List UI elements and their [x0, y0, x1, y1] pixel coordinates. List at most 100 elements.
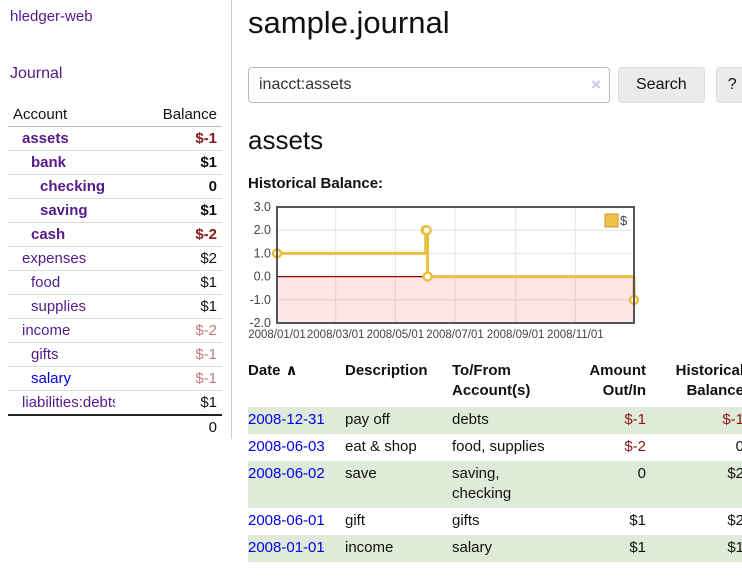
sidebar-account-row: supplies $1	[8, 294, 222, 319]
sidebar-account-link[interactable]: cash	[31, 226, 66, 243]
account-balance: $-2	[115, 318, 222, 343]
transaction-date-link[interactable]: 2008-06-01	[248, 511, 325, 529]
register-row[interactable]: 2008-06-02 save saving, checking 0 $2	[248, 460, 742, 508]
account-name-cell: income	[8, 318, 115, 343]
transaction-balance: $2	[727, 464, 742, 482]
transaction-description: save	[345, 464, 377, 482]
sort-ascending-icon[interactable]: ∧	[285, 361, 298, 379]
transaction-date-link[interactable]: 2008-01-01	[248, 538, 325, 556]
register-row[interactable]: 2008-12-31 pay off debts $-1 $-1	[248, 406, 742, 434]
account-balance: $-1	[115, 342, 222, 367]
account-name-cell: assets	[8, 126, 115, 151]
sidebar-account-row: gifts $-1	[8, 342, 222, 367]
sidebar-account-link[interactable]: salary	[31, 370, 72, 387]
x-axis-tick-label: 2008/05/01	[367, 329, 425, 341]
register-row[interactable]: 2008-06-01 gift gifts $1 $2	[248, 508, 742, 535]
transaction-amount: $-1	[624, 410, 646, 428]
sidebar-account-row: bank $1	[8, 150, 222, 175]
account-balance: 0	[115, 174, 222, 199]
register-row[interactable]: 2008-06-03 eat & shop food, supplies $-2 0	[248, 434, 742, 461]
register-row[interactable]: 2008-01-01 income salary $1 $1	[248, 534, 742, 562]
sidebar-account-row: checking 0	[8, 174, 222, 199]
account-balance: $2	[115, 246, 222, 271]
app-title-link[interactable]: hledger-web	[10, 8, 93, 25]
sidebar-account-row: expenses $2	[8, 246, 222, 271]
sidebar-account-link[interactable]: income	[22, 322, 71, 339]
transaction-date-link[interactable]: 2008-06-03	[248, 437, 325, 455]
sidebar-account-row: salary $-1	[8, 366, 222, 391]
transaction-balance: $1	[727, 538, 742, 556]
transaction-date-link[interactable]: 2008-12-31	[248, 410, 325, 428]
sidebar-account-link[interactable]: liabilities:debts	[22, 394, 115, 411]
sidebar-account-link[interactable]: supplies	[31, 298, 87, 315]
sidebar-account-link[interactable]: expenses	[22, 250, 87, 267]
transaction-description: gift	[345, 511, 366, 529]
search-form: × Search ?	[248, 66, 742, 103]
register-table: Date ∧ Description To/From Account(s) Amount…	[248, 359, 742, 562]
legend-label: $	[620, 213, 628, 228]
transaction-amount: $-2	[624, 437, 646, 455]
search-input-wrap: ×	[248, 66, 610, 103]
register-header-amount: Amount Out/In	[589, 361, 646, 399]
transaction-description: eat & shop	[345, 437, 417, 455]
account-name-cell: saving	[8, 198, 115, 223]
account-balance: $-1	[115, 126, 222, 151]
sidebar-account-rows: assets $-1 bank $1 checking 0 saving $1 cash $-2 e…	[8, 126, 222, 416]
sidebar-account-link[interactable]: food	[31, 274, 61, 291]
transaction-accounts: salary	[452, 538, 493, 556]
accounts-total-row: 0	[8, 414, 222, 439]
register-header-row: Date ∧ Description To/From Account(s) Amount…	[248, 359, 742, 407]
sidebar-account-row: income $-2	[8, 318, 222, 343]
x-axis-tick-label: 2008/11/01	[547, 329, 604, 341]
y-axis-tick-label: -2.0	[249, 316, 271, 330]
transaction-balance: 0	[735, 437, 742, 455]
search-input[interactable]	[248, 66, 610, 103]
x-axis-tick-label: 2008/03/01	[307, 329, 365, 341]
account-balance: $1	[115, 198, 222, 223]
y-axis-tick-label: 2.0	[254, 223, 271, 237]
account-name-cell: checking	[8, 174, 115, 199]
sidebar-account-row: liabilities:debts $1	[8, 390, 222, 416]
transaction-accounts: debts	[452, 410, 489, 428]
page-title: sample.journal	[248, 5, 450, 40]
account-name-cell: salary	[8, 366, 115, 391]
transaction-balance: $-1	[722, 410, 742, 428]
transaction-balance: $2	[727, 511, 742, 529]
account-balance: $-1	[115, 366, 222, 391]
account-balance: $1	[115, 270, 222, 295]
accounts-table: Account Balance assets $-1 bank $1 checking 0…	[8, 103, 222, 439]
x-axis-tick-label: 2008/07/01	[426, 329, 484, 341]
sidebar-item-journal[interactable]: Journal	[10, 65, 63, 82]
x-axis-tick-label: 2008/09/01	[487, 329, 545, 341]
clear-search-icon[interactable]: ×	[591, 74, 601, 94]
transaction-accounts: gifts	[452, 511, 480, 529]
register-rows: 2008-12-31 pay off debts $-1 $-1 2008-06-03 ea…	[248, 406, 742, 562]
help-button[interactable]: ?	[715, 66, 742, 103]
sidebar-account-link[interactable]: gifts	[31, 346, 59, 363]
sidebar-account-link[interactable]: checking	[40, 178, 106, 195]
sidebar-account-link[interactable]: saving	[40, 202, 88, 219]
sidebar-account-row: saving $1	[8, 198, 222, 223]
sidebar-account-link[interactable]: assets	[22, 130, 69, 147]
account-name-cell: bank	[8, 150, 115, 175]
register-header-date[interactable]: Date ∧	[248, 361, 298, 379]
account-name-cell: liabilities:debts	[8, 390, 115, 416]
account-heading: assets	[248, 124, 324, 155]
accounts-header-account: Account	[8, 103, 115, 127]
accounts-total-spacer	[8, 414, 115, 439]
transaction-amount: 0	[637, 464, 646, 482]
account-name-cell: food	[8, 270, 115, 295]
chart-title: Historical Balance:	[248, 174, 384, 192]
sidebar: hledger-web Journal Account Balance asse…	[0, 0, 232, 439]
transaction-accounts: food, supplies	[452, 437, 545, 455]
sidebar-account-row: cash $-2	[8, 222, 222, 247]
account-balance: $1	[115, 150, 222, 175]
register-header-historical: Historical Balance	[675, 361, 742, 399]
y-axis-tick-label: 3.0	[254, 200, 271, 214]
search-button[interactable]: Search	[618, 66, 705, 103]
transaction-date-link[interactable]: 2008-06-02	[248, 464, 325, 482]
accounts-header-balance: Balance	[115, 103, 222, 127]
transaction-accounts: saving, checking	[452, 464, 512, 502]
sidebar-account-link[interactable]: bank	[31, 154, 67, 171]
